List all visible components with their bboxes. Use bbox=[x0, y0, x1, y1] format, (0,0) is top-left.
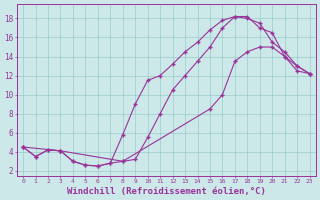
X-axis label: Windchill (Refroidissement éolien,°C): Windchill (Refroidissement éolien,°C) bbox=[67, 187, 266, 196]
